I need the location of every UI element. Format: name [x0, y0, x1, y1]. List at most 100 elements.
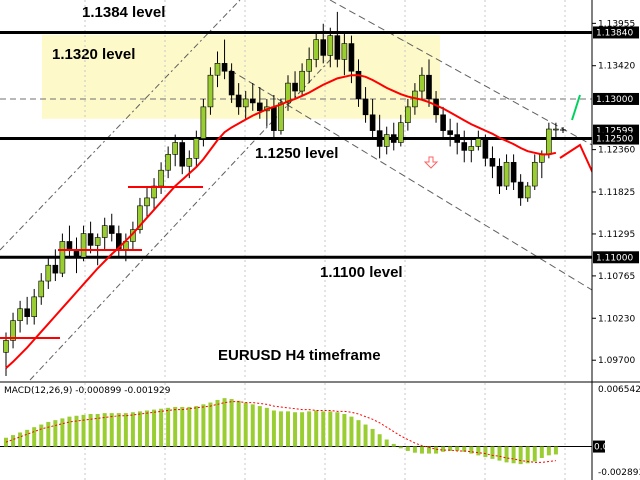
candle-body — [510, 161, 517, 183]
trend-line — [0, 0, 241, 251]
candle-body — [186, 158, 193, 167]
candle-body — [292, 82, 298, 92]
candle — [320, 23, 327, 64]
candle-body — [517, 181, 524, 199]
candle — [101, 217, 108, 250]
level-label: 1.1384 level — [82, 4, 165, 21]
candle — [108, 213, 115, 242]
candle — [475, 130, 482, 151]
macd-bar — [18, 432, 23, 447]
candle-body — [320, 39, 327, 56]
candle-body — [426, 74, 432, 100]
macd-bar — [173, 406, 178, 447]
candle-body — [419, 74, 425, 92]
macd-bar — [476, 446, 481, 456]
candle — [524, 182, 531, 202]
candle-body — [249, 98, 256, 104]
macd-bar — [321, 411, 326, 447]
macd-bar — [67, 416, 72, 447]
candle-body — [546, 128, 552, 155]
candle — [531, 154, 538, 190]
macd-bar — [356, 420, 361, 447]
candle-body — [334, 35, 341, 60]
candle-body — [31, 296, 38, 317]
trend-line — [329, 0, 593, 146]
candle-body — [348, 43, 355, 72]
macd-bar — [222, 398, 227, 447]
candle — [3, 332, 9, 377]
candle-body — [52, 264, 59, 274]
candle-body — [207, 74, 214, 108]
candle — [207, 67, 214, 115]
macd-bar — [518, 446, 523, 465]
candle — [496, 158, 503, 194]
candle-body — [496, 165, 503, 187]
candle — [151, 178, 157, 210]
macd-bar — [236, 400, 241, 447]
candle-body — [3, 340, 9, 353]
candle-body — [362, 98, 369, 116]
trend-line — [229, 69, 593, 291]
candle-body — [101, 225, 108, 238]
macd-bar — [229, 399, 234, 447]
candle-body — [278, 102, 284, 131]
macd-bar — [412, 446, 417, 453]
candle-body — [228, 70, 235, 96]
candle — [66, 225, 73, 258]
candle-body — [461, 142, 468, 151]
macd-bar — [46, 421, 51, 447]
macd-label: MACD(12,26,9) -0.000899 -0.001929 — [4, 386, 171, 396]
price-tick-label: 1.11295 — [598, 230, 635, 240]
macd-bar — [391, 443, 396, 447]
level-price-label: 1.12500 — [596, 135, 633, 145]
candle — [165, 146, 171, 179]
macd-bar — [39, 424, 44, 447]
candle-body — [376, 130, 383, 147]
candle — [235, 83, 242, 115]
price-tick-label: 1.13420 — [598, 62, 635, 72]
macd-bar — [328, 411, 333, 447]
candle — [292, 71, 298, 99]
macd-bar — [25, 429, 30, 447]
candle-body — [66, 241, 73, 250]
macd-bar — [130, 412, 135, 447]
candle-body — [45, 264, 52, 282]
level-price-tag — [593, 251, 639, 264]
macd-bar — [441, 446, 446, 452]
candle-body — [24, 308, 30, 317]
candle-body — [108, 225, 115, 234]
candle — [426, 59, 432, 107]
macd-bar — [483, 446, 488, 458]
candle-body — [397, 122, 404, 143]
macd-bar — [314, 410, 319, 447]
macd-bar — [497, 446, 502, 461]
candle — [59, 233, 66, 278]
candle — [214, 51, 221, 88]
macd-bar — [405, 446, 410, 451]
macd-bar — [32, 427, 37, 447]
macd-bar — [448, 446, 453, 451]
projection-up-arrow — [571, 94, 581, 121]
candle — [468, 138, 475, 163]
macd-bar — [102, 413, 107, 447]
level-price-tag — [593, 26, 639, 39]
chart-title: EURUSD H4 timeframe — [218, 347, 381, 364]
candle-body — [172, 142, 178, 155]
candle — [362, 87, 369, 123]
macd-bar — [60, 418, 65, 447]
zone-label: 1.1320 level — [52, 46, 135, 63]
candle — [369, 98, 376, 139]
macd-bar — [349, 416, 354, 447]
candle-body — [454, 134, 461, 143]
candle-body — [165, 154, 171, 171]
candle — [489, 146, 496, 179]
macd-bar — [271, 410, 276, 447]
macd-zero-tag — [593, 440, 605, 453]
level-label: 1.1250 level — [255, 145, 338, 162]
candle-body — [193, 138, 200, 159]
candle-body — [158, 169, 164, 187]
macd-bar — [539, 446, 544, 458]
candle — [510, 154, 517, 190]
candle — [376, 114, 383, 159]
